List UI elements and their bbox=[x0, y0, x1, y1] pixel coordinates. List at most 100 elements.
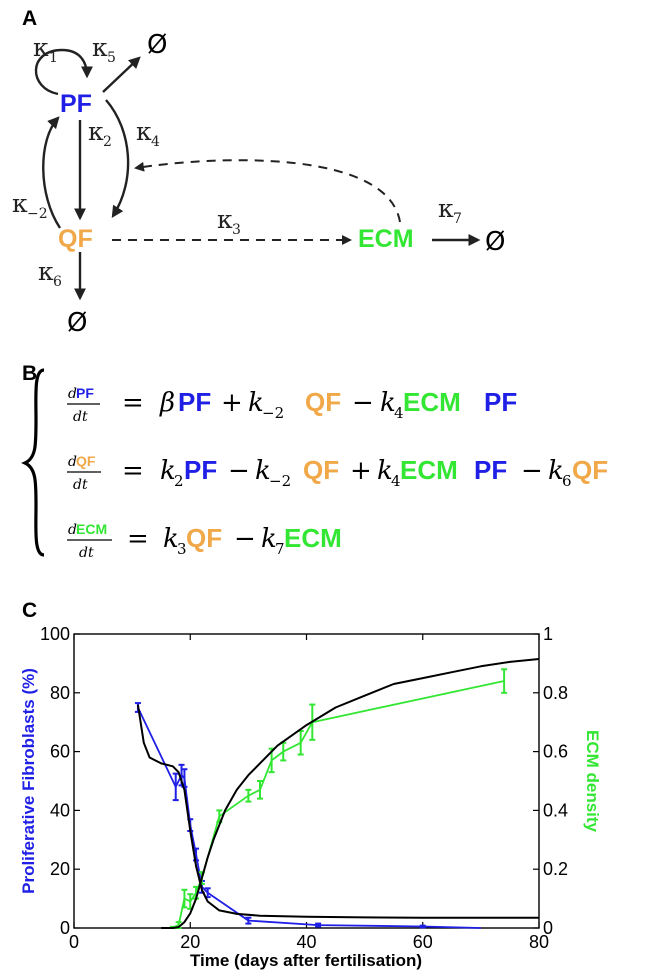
series-line bbox=[161, 658, 540, 929]
svg-text:ECM: ECM bbox=[284, 523, 342, 553]
y-axis-left-title: Proliferative Fibroblasts (%) bbox=[19, 668, 38, 894]
svg-text:PF: PF bbox=[76, 385, 94, 401]
y-right-tick-label: 0.4 bbox=[543, 800, 568, 820]
svg-text:−: − bbox=[352, 388, 374, 418]
y-right-tick-label: 0.8 bbox=[543, 683, 568, 703]
svg-text:d: d bbox=[68, 386, 77, 402]
svg-text:PF: PF bbox=[178, 387, 211, 417]
svg-text:7: 7 bbox=[275, 540, 285, 558]
y-axis-right-title: ECM density bbox=[583, 730, 602, 833]
svg-text:QF: QF bbox=[186, 523, 222, 553]
series-layer bbox=[134, 658, 540, 929]
svg-text:6: 6 bbox=[53, 274, 62, 290]
label-k3: κ 3 bbox=[217, 205, 241, 238]
svg-text:−: − bbox=[228, 456, 250, 486]
svg-text:ECM: ECM bbox=[403, 387, 461, 417]
arrow-k4 bbox=[105, 99, 130, 219]
node-qf: QF bbox=[58, 225, 93, 253]
derivative-ecm: d ECM dt bbox=[67, 521, 112, 561]
svg-text:κ: κ bbox=[88, 117, 104, 146]
empty-set-qf: Ø bbox=[67, 308, 87, 338]
svg-text:=: = bbox=[122, 388, 144, 418]
y-axis-right: 0 0.2 0.4 0.6 0.8 1 bbox=[533, 624, 568, 938]
svg-text:PF: PF bbox=[474, 455, 507, 485]
arrow-k1-self bbox=[34, 48, 93, 96]
svg-text:−: − bbox=[234, 524, 256, 554]
svg-text:κ: κ bbox=[136, 117, 152, 146]
svg-text:−2: −2 bbox=[262, 404, 284, 422]
x-tick-label: 0 bbox=[69, 932, 79, 952]
svg-text:−2: −2 bbox=[269, 472, 291, 490]
svg-text:6: 6 bbox=[562, 472, 572, 490]
svg-text:κ: κ bbox=[33, 33, 49, 62]
svg-text:β: β bbox=[159, 388, 175, 418]
equation-pf: d PF dt = β PF + k −2 QF − k 4 ECM PF bbox=[67, 385, 517, 425]
svg-text:k: k bbox=[255, 456, 271, 486]
svg-text:QF: QF bbox=[303, 455, 339, 485]
equation-brace bbox=[21, 368, 45, 557]
svg-text:dt: dt bbox=[73, 409, 88, 425]
svg-text:+: + bbox=[221, 388, 243, 418]
svg-text:d: d bbox=[68, 522, 77, 538]
svg-text:κ: κ bbox=[38, 257, 54, 286]
y-left-tick-label: 60 bbox=[50, 742, 70, 762]
svg-text:3: 3 bbox=[177, 540, 187, 558]
svg-text:−: − bbox=[521, 456, 543, 486]
y-right-tick-label: 0.2 bbox=[543, 859, 568, 879]
svg-text:PF: PF bbox=[484, 387, 517, 417]
panel-label-b: B bbox=[22, 362, 37, 385]
svg-text:4: 4 bbox=[151, 134, 160, 150]
svg-text:QF: QF bbox=[572, 455, 608, 485]
x-tick-label: 20 bbox=[180, 932, 200, 952]
y-right-tick-label: 0.6 bbox=[543, 742, 568, 762]
plot-frame bbox=[73, 633, 540, 929]
svg-text:QF: QF bbox=[76, 453, 96, 469]
svg-text:κ: κ bbox=[92, 33, 108, 62]
node-ecm: ECM bbox=[358, 225, 414, 253]
node-pf: PF bbox=[60, 90, 92, 118]
svg-text:ECM: ECM bbox=[400, 455, 458, 485]
svg-text:4: 4 bbox=[391, 472, 401, 490]
svg-text:d: d bbox=[68, 454, 77, 470]
svg-text:5: 5 bbox=[107, 50, 116, 66]
arrow-k5 bbox=[102, 56, 141, 93]
label-k5: κ 5 bbox=[92, 33, 116, 66]
y-left-tick-label: 0 bbox=[60, 918, 70, 938]
svg-text:κ: κ bbox=[12, 189, 28, 218]
series-0 bbox=[134, 702, 481, 929]
equation-qf: d QF dt = k 2 PF − k −2 QF + k 4 ECM PF … bbox=[67, 453, 608, 493]
derivative-qf: d QF dt bbox=[67, 453, 101, 493]
svg-text:k: k bbox=[248, 388, 264, 418]
svg-text:ECM: ECM bbox=[76, 521, 107, 537]
svg-text:3: 3 bbox=[232, 222, 241, 238]
derivative-pf: d PF dt bbox=[67, 385, 100, 425]
svg-text:1: 1 bbox=[49, 50, 58, 66]
series-1 bbox=[169, 668, 508, 929]
x-tick-label: 80 bbox=[529, 932, 549, 952]
series-line bbox=[172, 680, 505, 929]
svg-text:7: 7 bbox=[453, 211, 462, 227]
panel-label-a: A bbox=[22, 7, 37, 30]
y-left-tick-label: 80 bbox=[50, 683, 70, 703]
svg-text:PF: PF bbox=[184, 455, 217, 485]
svg-text:2: 2 bbox=[103, 134, 112, 150]
svg-text:k: k bbox=[548, 456, 564, 486]
x-tick-label: 60 bbox=[413, 932, 433, 952]
chart-panel-c: 0 20 40 60 80 0 20 40 60 80 100 0 0.2 0.4 0.6 0.8 1 Ti… bbox=[19, 624, 602, 970]
equation-ecm: d ECM dt = k 3 QF − k 7 ECM bbox=[67, 521, 342, 561]
svg-text:κ: κ bbox=[438, 194, 454, 223]
series-line bbox=[136, 704, 539, 919]
y-right-tick-label: 0 bbox=[543, 918, 553, 938]
arrow-km2 bbox=[42, 116, 61, 229]
label-k4: κ 4 bbox=[136, 117, 160, 150]
panel-label-c: C bbox=[22, 599, 37, 622]
label-km2: κ −2 bbox=[12, 189, 48, 222]
label-k6: κ 6 bbox=[38, 257, 62, 290]
label-k1: κ 1 bbox=[33, 33, 58, 66]
svg-text:dt: dt bbox=[79, 545, 94, 561]
x-tick-label: 40 bbox=[296, 932, 316, 952]
label-k7: κ 7 bbox=[438, 194, 462, 227]
y-axis-left: 0 20 40 60 80 100 bbox=[40, 624, 80, 938]
svg-text:=: = bbox=[127, 524, 149, 554]
